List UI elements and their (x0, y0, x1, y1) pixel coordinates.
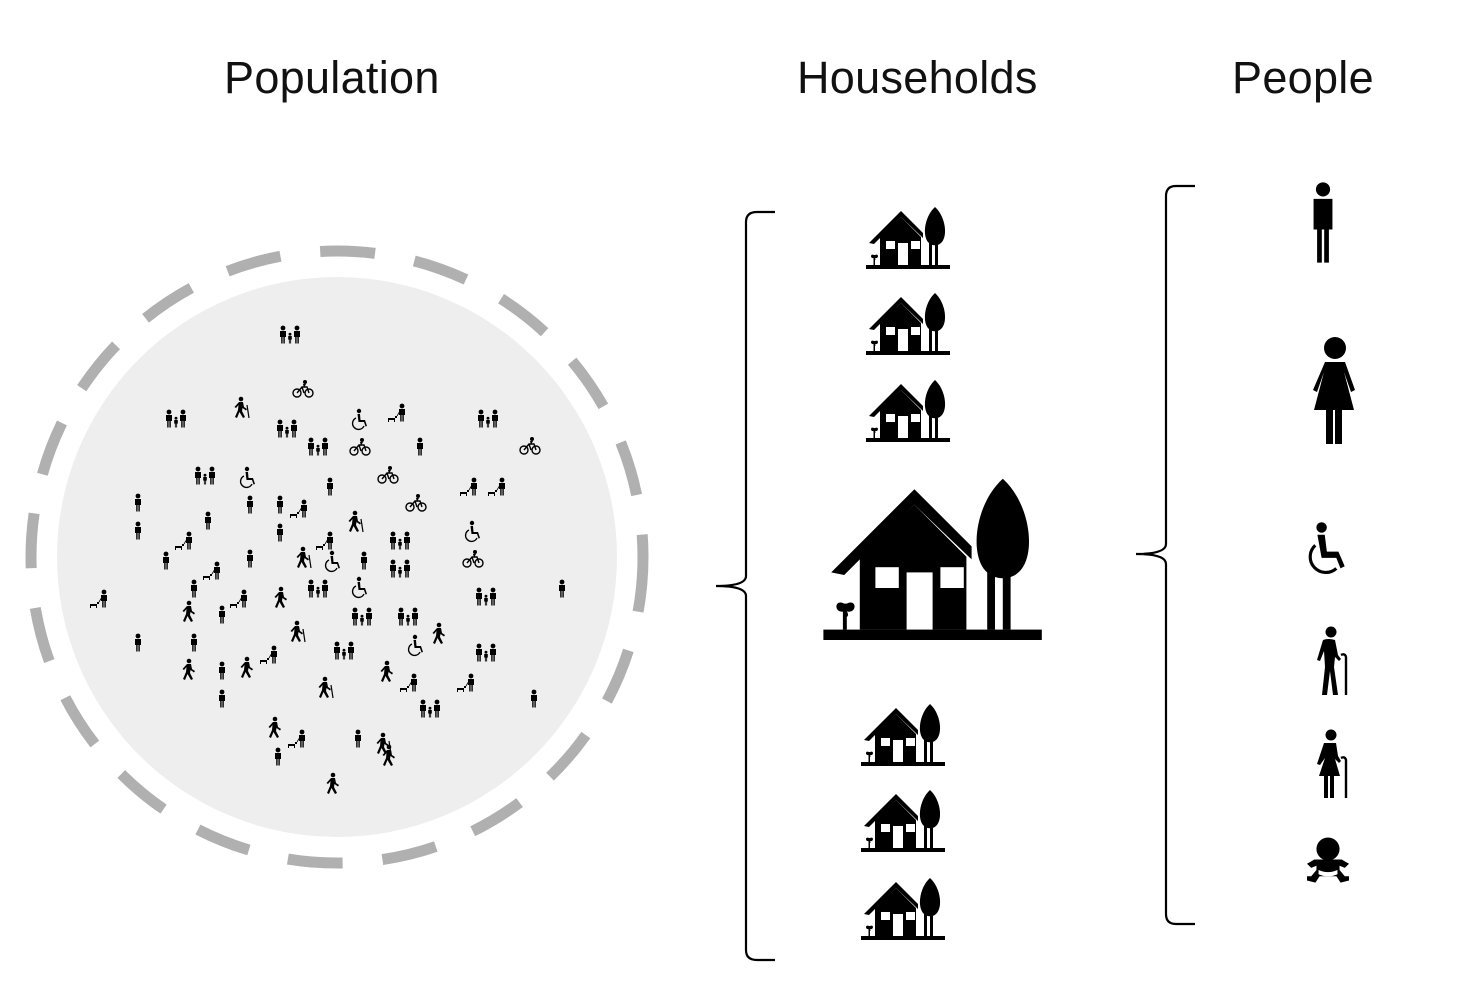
households-list (823, 207, 1042, 940)
house-icon (861, 878, 945, 940)
population-heading: Population (224, 52, 440, 103)
wheelchair-user-icon (1308, 520, 1347, 575)
house-icon (861, 704, 945, 766)
elderly-man-icon (1315, 625, 1348, 697)
woman-icon (1313, 337, 1355, 444)
house-icon (866, 293, 950, 355)
households-bracket (715, 210, 775, 962)
people-list (1307, 182, 1355, 883)
baby-icon (1307, 837, 1349, 883)
population-area (57, 277, 617, 837)
house-icon (866, 207, 950, 269)
house-icon (866, 380, 950, 442)
population-boundary-ring (25, 245, 649, 869)
house-icon (823, 478, 1042, 640)
elderly-woman-icon (1315, 728, 1348, 800)
people-bracket (1135, 184, 1195, 926)
households-heading: Households (797, 52, 1038, 103)
man-icon (1313, 182, 1333, 263)
house-icon (861, 790, 945, 852)
people-heading: People (1232, 52, 1374, 103)
